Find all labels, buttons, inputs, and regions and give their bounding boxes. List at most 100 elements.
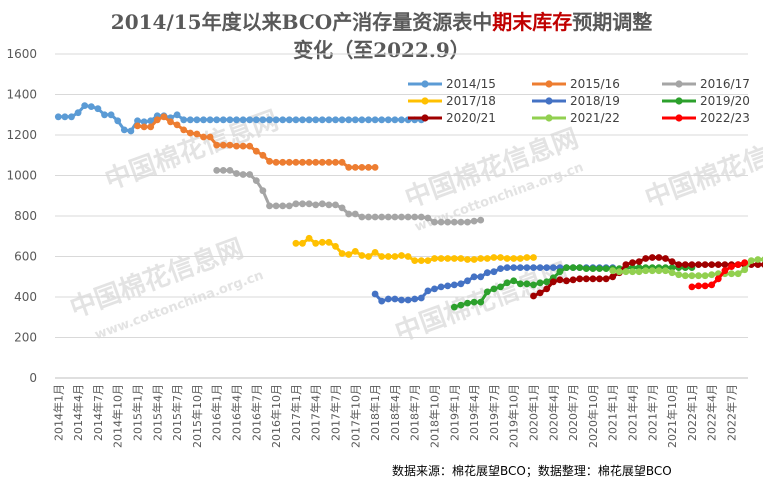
data-point [444,255,452,262]
data-point [206,116,214,124]
data-point [668,258,676,265]
data-point [180,116,188,124]
data-point [365,164,372,171]
data-point [543,285,551,293]
legend-label: 2019/20 [700,94,750,108]
legend-swatch-marker [421,80,429,88]
data-point [252,147,260,155]
x-tick-label: 2022年7月 [725,384,739,441]
data-point [655,254,663,261]
data-point [622,261,630,268]
data-point [576,275,584,283]
data-point [233,142,240,150]
data-point [351,164,359,171]
legend-swatch-marker [545,114,553,122]
data-point [351,210,359,218]
y-tick-label: 1400 [6,88,37,102]
data-point [365,253,372,260]
data-point [741,259,749,266]
data-point [186,129,194,137]
data-point [318,158,326,166]
legend-swatch-marker [675,114,683,122]
data-point [464,218,471,226]
data-point [239,142,247,150]
data-point [728,263,735,270]
data-point [701,282,709,290]
legend-swatch-marker [545,97,553,105]
data-point [464,256,471,263]
data-point [272,158,280,166]
data-point [299,239,306,247]
title-highlight: 期末库存 [492,10,573,34]
data-point [398,116,405,124]
data-point [147,117,155,125]
data-point [312,201,320,209]
data-point [312,239,320,247]
data-point [523,254,531,261]
data-point [648,267,656,275]
data-point [642,255,650,262]
data-point [312,158,320,166]
data-point [589,275,597,283]
data-point [536,279,544,287]
data-point [279,158,287,166]
data-point [305,158,313,166]
data-point [279,116,287,124]
data-point [569,264,577,271]
data-point [530,281,537,289]
data-point [160,113,168,121]
chart-title-line1: 2014/15年度以来BCO产消存量资源表中期末库存预期调整 [0,6,763,35]
data-point [721,261,729,268]
data-point [365,116,372,124]
data-point [285,116,293,124]
x-tick-label: 2019年4月 [467,384,481,441]
x-tick-label: 2021年10月 [665,384,679,448]
data-point [226,116,234,124]
data-point [365,213,372,221]
data-point [266,157,273,165]
data-point [417,294,425,302]
data-point [728,270,735,278]
data-point [708,261,716,268]
x-tick-label: 2022年1月 [685,384,699,441]
data-point [378,213,386,221]
data-point [609,267,617,275]
title-part1: 2014/15年度以来BCO产消存量资源表中 [110,10,493,34]
data-point [371,213,379,221]
legend-label: 2017/18 [446,94,496,108]
data-point [299,116,306,124]
source-note: 数据来源：棉花展望BCO；数据整理：棉花展望BCO [392,464,672,478]
data-point [246,171,254,178]
data-point [622,268,630,276]
data-point [114,117,122,125]
data-point [272,116,280,124]
data-point [483,255,491,262]
data-point [391,213,399,221]
data-point [206,133,214,141]
legend-label: 2015/16 [570,77,620,91]
x-tick-label: 2017年7月 [329,384,343,441]
data-point [279,202,287,210]
data-point [642,267,650,275]
data-point [477,255,485,262]
data-point [358,213,366,221]
data-point [398,252,405,259]
x-tick-label: 2018年1月 [368,384,382,441]
x-tick-label: 2022年4月 [705,384,719,441]
data-point [345,251,353,258]
data-point [701,272,709,280]
data-point [714,261,722,268]
chart-title-line2: 变化（至2022.9） [293,38,470,62]
data-point [609,273,617,281]
data-point [490,285,498,293]
x-tick-label: 2015年4月 [150,384,164,441]
data-point [681,261,689,268]
data-point [556,276,564,284]
data-point [239,171,247,178]
data-point [437,255,445,262]
data-point [226,167,234,174]
data-point [200,116,207,124]
data-point [675,261,683,268]
data-point [338,250,346,257]
data-point [503,264,511,271]
